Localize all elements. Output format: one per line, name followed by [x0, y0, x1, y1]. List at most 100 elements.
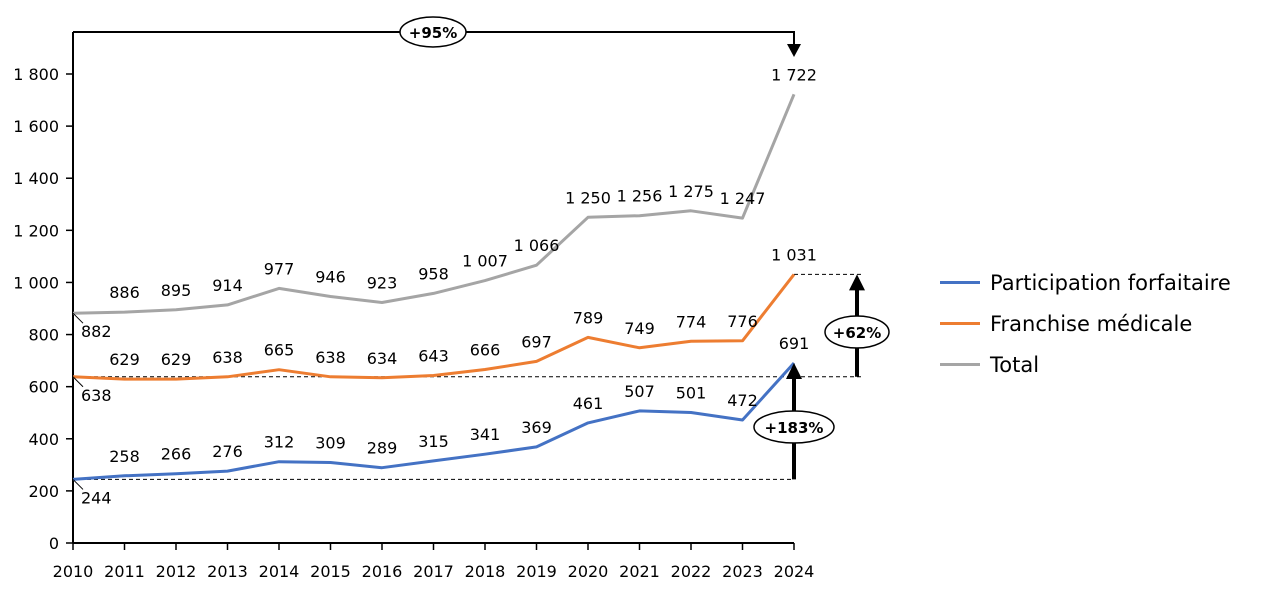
- total-growth-label: +95%: [409, 24, 457, 42]
- data-label: 258: [109, 447, 140, 466]
- x-tick-label: 2019: [516, 562, 557, 581]
- data-label: 665: [264, 341, 295, 360]
- data-labels: 244 258 266 276 312 309 289 315 341 369 461 507 501 4…: [72, 65, 817, 507]
- participation-line: [72, 361, 796, 481]
- line-chart: 0 200 400 600 800 1 000 1 200 1 400 1 600 1 800 20…: [13, 16, 890, 581]
- data-label: 958: [418, 264, 449, 283]
- total-line: [72, 93, 796, 315]
- data-label: 789: [573, 308, 604, 327]
- data-label: 472: [727, 391, 758, 410]
- legend-item-participation: Participation forfaitaire: [940, 262, 1231, 303]
- data-label: 946: [315, 268, 346, 287]
- data-label: 244: [81, 488, 112, 507]
- legend-swatch-participation: [940, 281, 980, 284]
- data-label: 638: [81, 386, 112, 405]
- legend-swatch-franchise: [940, 322, 980, 325]
- data-label: 774: [676, 312, 707, 331]
- participation-growth-badge: [753, 410, 835, 444]
- y-tick-label: 1 400: [13, 169, 59, 188]
- data-label: 886: [109, 283, 140, 302]
- franchise-growth-badge: [824, 315, 890, 349]
- x-tick-label: 2020: [568, 562, 609, 581]
- data-label: 643: [418, 346, 449, 365]
- legend-label: Total: [990, 352, 1040, 377]
- data-label: 1 275: [668, 182, 714, 201]
- data-label: 638: [315, 348, 346, 367]
- data-label: 1 256: [617, 187, 663, 206]
- data-label-leader: [72, 479, 84, 490]
- franchise-line: [72, 273, 796, 381]
- data-label: 461: [573, 394, 604, 413]
- x-tick-label: 2011: [104, 562, 145, 581]
- y-tick-label: 1 800: [13, 65, 59, 84]
- data-label: 914: [212, 276, 243, 295]
- total-growth-badge: [399, 16, 467, 48]
- x-tick-label: 2022: [671, 562, 712, 581]
- data-label-leader: [72, 376, 84, 388]
- arrow-up-icon: [849, 274, 865, 291]
- x-tick-label: 2015: [310, 562, 351, 581]
- data-label: 501: [676, 383, 707, 402]
- arrow-up-icon: [786, 362, 802, 379]
- total-growth-bracket: [73, 31, 795, 46]
- data-label: 1 031: [771, 245, 817, 264]
- participation-growth-label: +183%: [765, 419, 824, 437]
- series-lines: [72, 93, 796, 481]
- y-tick-label: 600: [28, 378, 59, 397]
- y-tick-label: 1 000: [13, 273, 59, 292]
- data-label: 289: [367, 439, 398, 458]
- data-label: 666: [470, 340, 501, 359]
- data-label: 315: [418, 432, 449, 451]
- data-label: 1 722: [771, 65, 817, 84]
- data-label: 1 250: [565, 188, 611, 207]
- data-label: 629: [161, 350, 192, 369]
- legend-label: Participation forfaitaire: [990, 270, 1231, 295]
- data-label: 691: [779, 334, 810, 353]
- legend-label: Franchise médicale: [990, 311, 1193, 336]
- data-label: 1 007: [462, 252, 508, 271]
- x-tick-label: 2023: [722, 562, 763, 581]
- x-tick-label: 2017: [413, 562, 454, 581]
- x-tick-label: 2014: [259, 562, 300, 581]
- data-label: 882: [81, 322, 112, 341]
- x-tick-label: 2012: [156, 562, 197, 581]
- reference-lines: [73, 273, 862, 480]
- data-label: 507: [624, 382, 655, 401]
- x-tick-label: 2021: [619, 562, 660, 581]
- data-label: 749: [624, 319, 655, 338]
- data-label: 977: [264, 259, 295, 278]
- growth-annotations: +95% +62% +183%: [73, 16, 890, 480]
- data-label: 697: [521, 332, 552, 351]
- data-label: 629: [109, 350, 140, 369]
- x-tick-label: 2018: [465, 562, 506, 581]
- legend-item-total: Total: [940, 344, 1231, 385]
- data-label: 369: [521, 418, 552, 437]
- y-tick-label: 800: [28, 326, 59, 345]
- axes: 0 200 400 600 800 1 000 1 200 1 400 1 600 1 800 20…: [13, 32, 814, 581]
- data-label: 776: [727, 312, 758, 331]
- data-label: 634: [367, 349, 398, 368]
- y-tick-label: 1 600: [13, 117, 59, 136]
- data-label: 312: [264, 433, 295, 452]
- data-label-leader: [72, 312, 84, 324]
- x-tick-label: 2016: [362, 562, 403, 581]
- data-label: 309: [315, 433, 346, 452]
- legend-swatch-total: [940, 363, 980, 366]
- y-tick-label: 0: [49, 534, 59, 553]
- data-label: 276: [212, 442, 243, 461]
- data-label: 1 247: [720, 189, 766, 208]
- data-label: 266: [161, 445, 192, 464]
- data-label: 638: [212, 348, 243, 367]
- data-label: 923: [367, 274, 398, 293]
- franchise-growth-label: +62%: [833, 324, 881, 342]
- arrow-down-icon: [787, 44, 801, 57]
- y-tick-label: 200: [28, 482, 59, 501]
- data-label: 1 066: [514, 236, 560, 255]
- y-tick-label: 400: [28, 430, 59, 449]
- legend: Participation forfaitaire Franchise médi…: [940, 262, 1231, 385]
- y-tick-label: 1 200: [13, 221, 59, 240]
- legend-item-franchise: Franchise médicale: [940, 303, 1231, 344]
- x-tick-label: 2013: [207, 562, 248, 581]
- data-label: 895: [161, 281, 192, 300]
- x-tick-label: 2010: [53, 562, 94, 581]
